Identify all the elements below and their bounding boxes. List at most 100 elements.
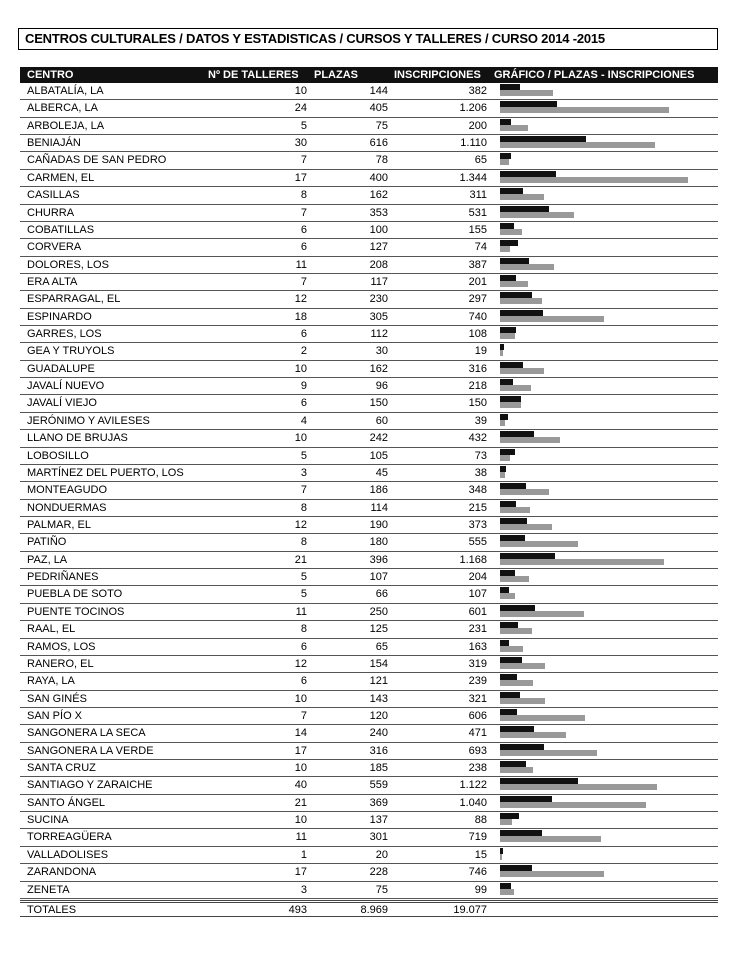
cell-talleres: 7 <box>300 484 307 497</box>
cell-plazas: 242 <box>369 432 388 445</box>
cell-inscripciones: 387 <box>468 258 487 271</box>
cell-plazas: 114 <box>370 501 388 514</box>
plazas-bar <box>500 448 515 455</box>
cell-centro: ALBATALÍA, LA <box>27 85 104 97</box>
cell-plazas: 150 <box>369 397 388 410</box>
table-row: TORREAGÜERA 11 301 719 <box>20 829 718 847</box>
cell-talleres: 5 <box>300 119 307 132</box>
inscripciones-bar <box>500 645 523 652</box>
plazas-bar <box>500 309 543 316</box>
cell-inscripciones: 73 <box>474 449 487 462</box>
inscripciones-bar <box>500 298 542 305</box>
table-row: PEDRIÑANES 5 107 204 <box>20 569 718 587</box>
plazas-bar <box>500 882 511 889</box>
cell-inscripciones: 150 <box>468 397 487 410</box>
cell-talleres: 10 <box>294 762 307 775</box>
table-row: ZENETA 3 75 99 <box>20 882 718 899</box>
inscripciones-bar <box>500 176 689 183</box>
plazas-bar <box>500 222 514 229</box>
cell-plazas: 353 <box>369 206 388 219</box>
cell-plazas: 127 <box>369 241 388 254</box>
cell-talleres: 18 <box>294 310 307 323</box>
cell-inscripciones: 297 <box>468 293 487 306</box>
cell-talleres: 8 <box>300 189 307 202</box>
inscripciones-bar <box>500 784 658 791</box>
table-row: SAN GINÉS 10 143 321 <box>20 691 718 708</box>
table-row: RANERO, EL 12 154 319 <box>20 656 718 674</box>
inscripciones-bar <box>500 489 549 496</box>
inscripciones-bar <box>500 454 511 461</box>
cell-plazas: 240 <box>369 727 388 740</box>
cell-inscripciones: 204 <box>468 571 487 584</box>
inscripciones-bar <box>500 680 534 687</box>
cell-plazas: 305 <box>369 310 388 323</box>
plazas-bar <box>500 517 527 524</box>
cell-plazas: 121 <box>369 675 388 688</box>
table-row: GARRES, LOS 6 112 108 <box>20 326 718 344</box>
table-header: CENTRO Nº DE TALLERES PLAZAS INSCRIPCION… <box>20 67 718 83</box>
inscripciones-bar <box>500 280 529 287</box>
inscripciones-bar <box>500 506 531 513</box>
inscripciones-bar <box>500 732 566 739</box>
cell-inscripciones: 348 <box>468 484 487 497</box>
cell-talleres: 11 <box>295 831 307 844</box>
inscripciones-bar <box>500 767 534 774</box>
plazas-bar <box>500 743 545 750</box>
cell-inscripciones: 319 <box>468 657 487 670</box>
plazas-bar <box>500 778 579 785</box>
cell-centro: JAVALÍ VIEJO <box>27 397 97 410</box>
table-row: CASILLAS 8 162 311 <box>20 187 718 205</box>
cell-talleres: 40 <box>294 779 307 792</box>
cell-inscripciones: 373 <box>468 518 487 531</box>
cell-plazas: 162 <box>369 189 388 202</box>
cell-talleres: 11 <box>295 605 307 618</box>
cell-talleres: 10 <box>294 85 307 97</box>
plazas-bar <box>500 570 515 577</box>
inscripciones-bar <box>500 523 553 530</box>
plazas-bar <box>500 136 587 143</box>
inscripciones-bar <box>500 350 503 357</box>
cell-centro: PEDRIÑANES <box>27 571 99 584</box>
cell-talleres: 11 <box>295 258 307 271</box>
cell-talleres: 17 <box>294 866 307 879</box>
cell-talleres: 6 <box>300 640 307 653</box>
plazas-bar <box>500 483 527 490</box>
cell-plazas: 154 <box>369 657 388 670</box>
inscripciones-bar <box>500 801 646 808</box>
plazas-bar <box>500 674 517 681</box>
table-row: DOLORES, LOS 11 208 387 <box>20 257 718 274</box>
table-row: CAÑADAS DE SAN PEDRO 7 78 65 <box>20 152 718 170</box>
cell-centro: CASILLAS <box>27 189 80 202</box>
plazas-bar <box>500 327 516 334</box>
table-row: MARTÍNEZ DEL PUERTO, LOS 3 45 38 <box>20 465 718 483</box>
table-row: SUCINA 10 137 88 <box>20 812 718 830</box>
inscripciones-bar <box>500 471 506 478</box>
cell-centro: JAVALÍ NUEVO <box>27 380 105 393</box>
cell-plazas: 125 <box>369 623 388 636</box>
inscripciones-bar <box>500 367 545 374</box>
table-row: SANGONERA LA VERDE 17 316 693 <box>20 743 718 761</box>
cell-inscripciones: 239 <box>468 675 487 688</box>
table-row: MONTEAGUDO 7 186 348 <box>20 482 718 500</box>
cell-centro: RAYA, LA <box>27 675 75 688</box>
cell-talleres: 17 <box>294 171 307 184</box>
cell-plazas: 301 <box>369 831 388 844</box>
plazas-bar <box>500 361 523 368</box>
plazas-bar <box>500 240 518 247</box>
cell-plazas: 190 <box>369 518 388 531</box>
cell-inscripciones: 311 <box>469 189 487 202</box>
cell-inscripciones: 74 <box>474 241 487 254</box>
cell-inscripciones: 218 <box>468 380 487 393</box>
cell-inscripciones: 1.040 <box>459 796 487 809</box>
cell-inscripciones: 200 <box>468 119 487 132</box>
plazas-bar <box>500 761 526 768</box>
cell-inscripciones: 606 <box>468 709 487 722</box>
cell-centro: SANTIAGO Y ZARAICHE <box>27 779 153 792</box>
inscripciones-bar <box>500 142 656 149</box>
cell-talleres: 8 <box>300 501 307 514</box>
table-row: CORVERA 6 127 74 <box>20 239 718 257</box>
plazas-bar <box>500 500 516 507</box>
cell-plazas: 180 <box>369 536 388 549</box>
cell-plazas: 66 <box>375 588 388 601</box>
cell-inscripciones: 231 <box>468 623 487 636</box>
